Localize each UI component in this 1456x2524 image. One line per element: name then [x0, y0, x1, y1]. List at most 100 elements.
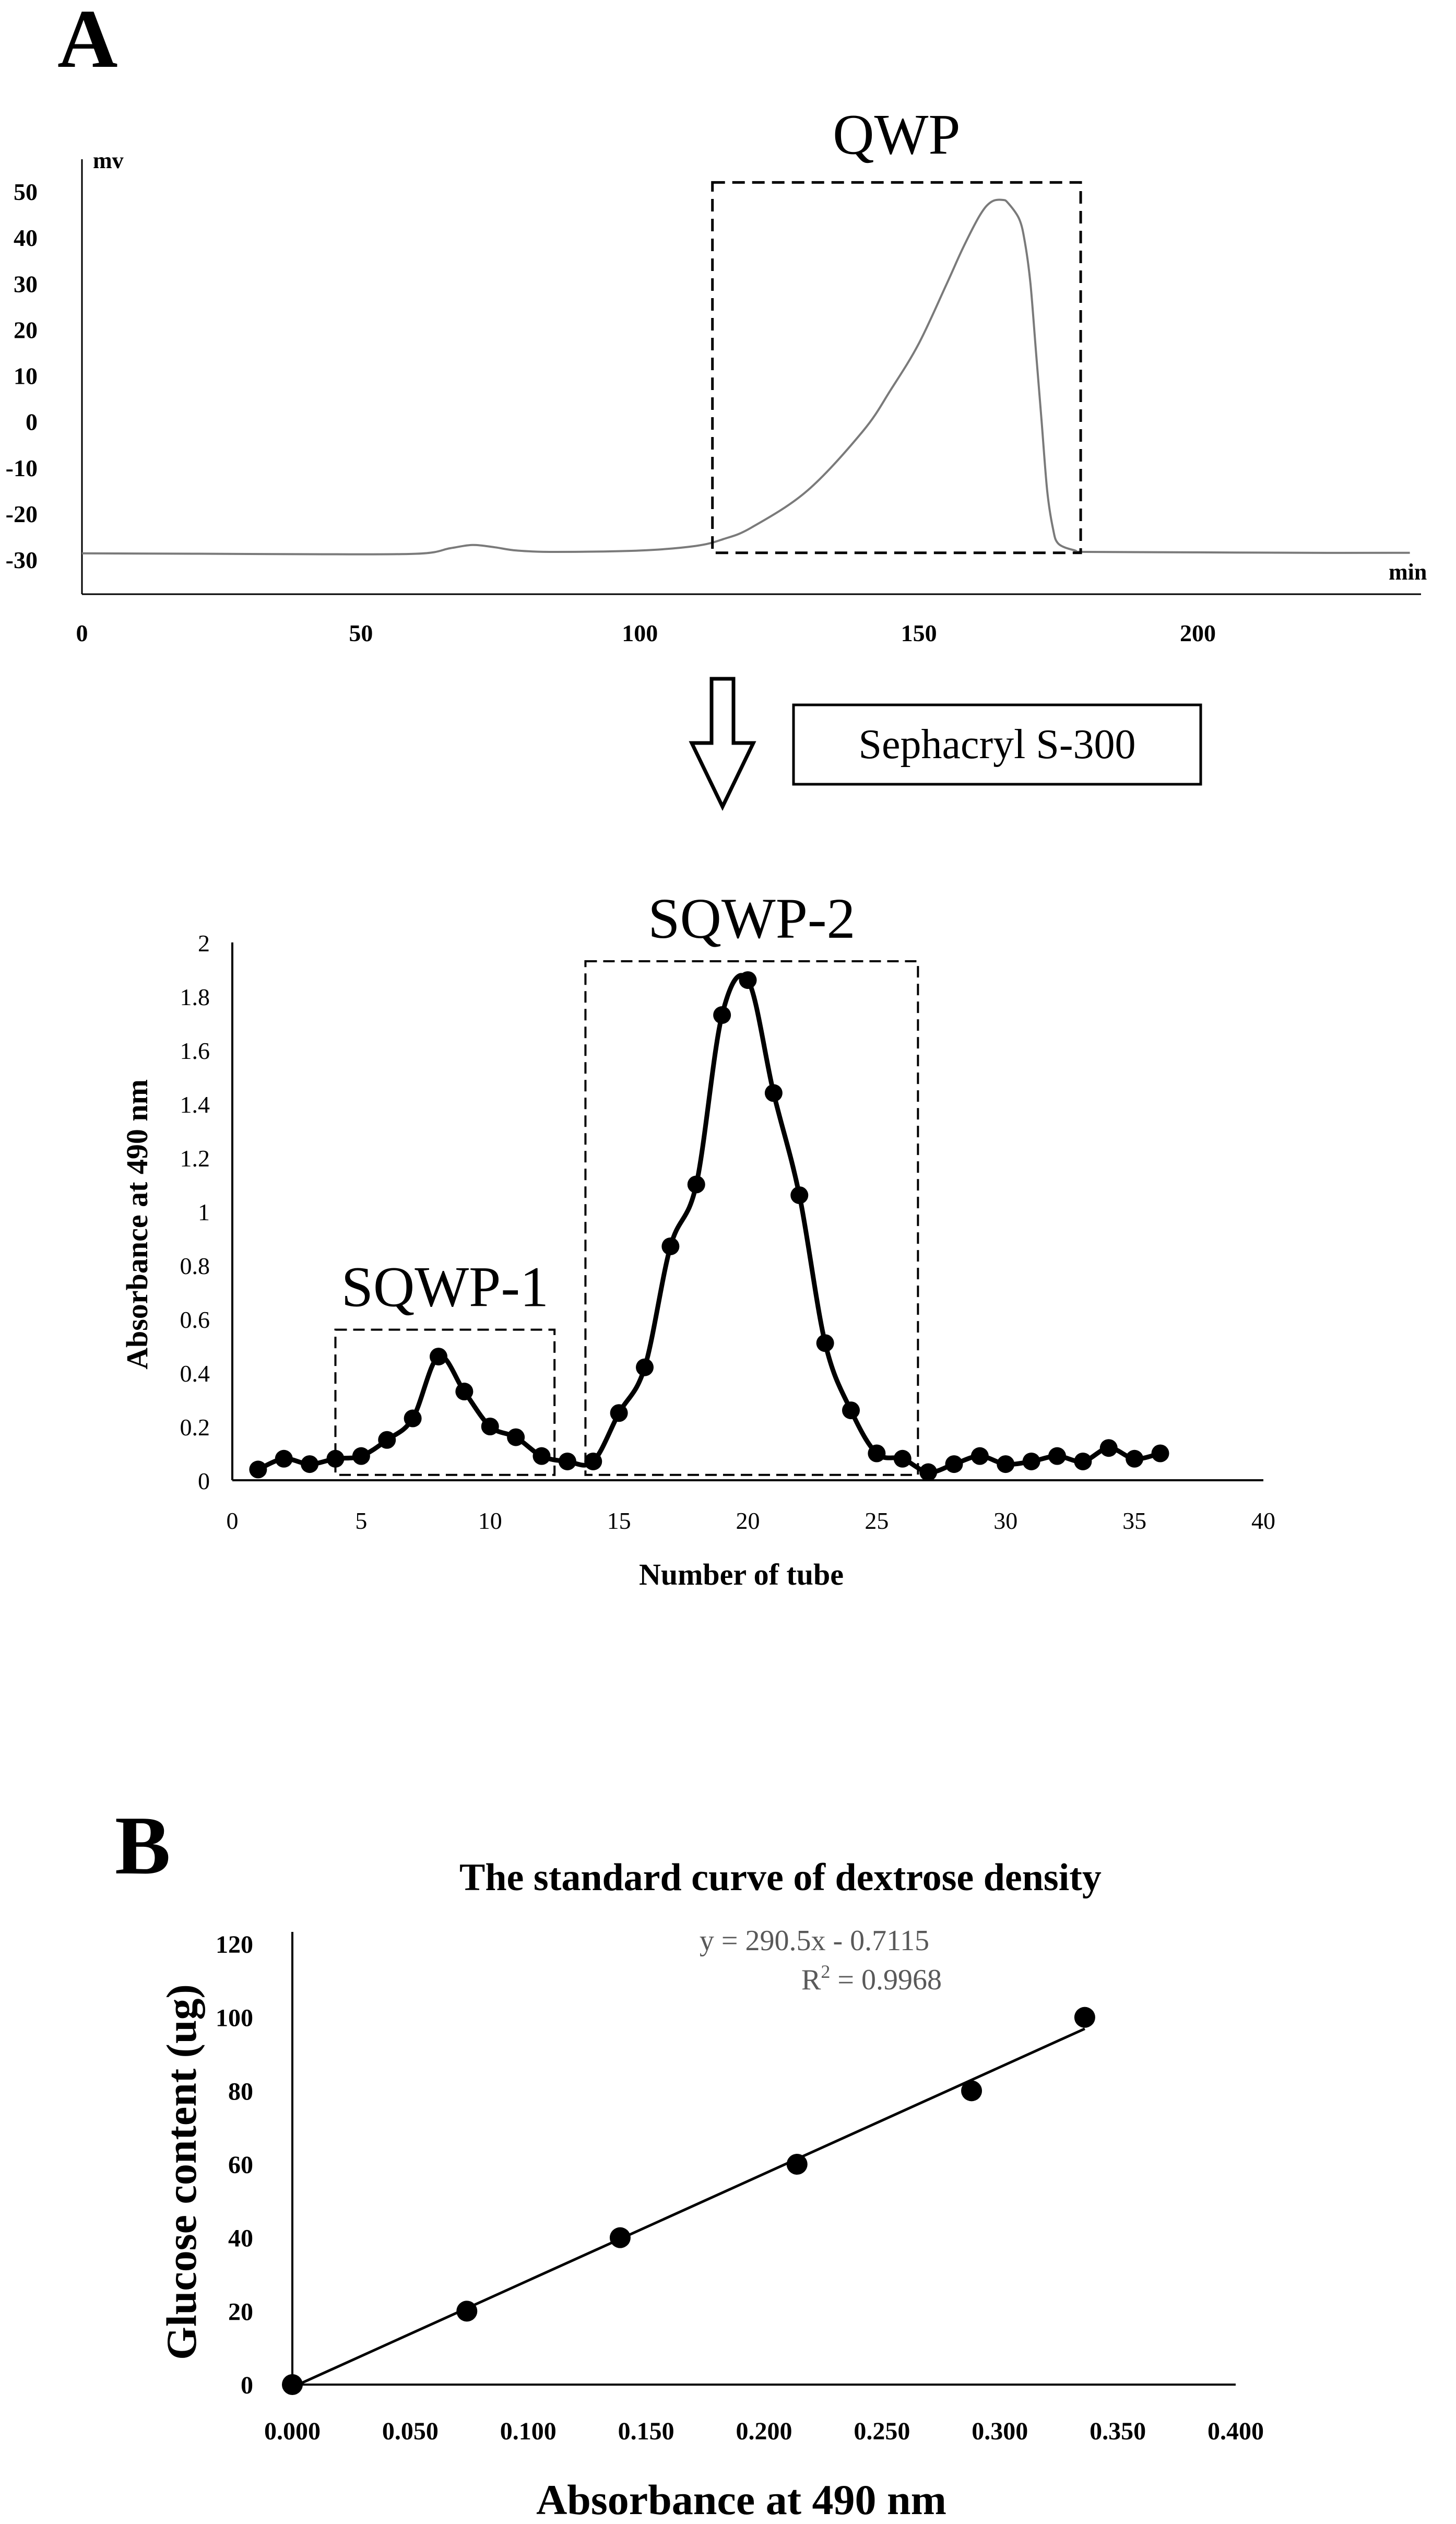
hplc-plot-area — [81, 159, 1421, 595]
hplc-annotations: QWP — [711, 102, 1082, 555]
process-box: Sephacryl S-300 — [792, 703, 1202, 786]
sephacryl-y-tick-label: 0.2 — [180, 1414, 210, 1441]
sephacryl-plot-area — [231, 942, 1263, 1481]
sephacryl-data-point — [1151, 1444, 1169, 1462]
sephacryl-data-point — [430, 1348, 447, 1366]
sephacryl-data-point — [970, 1447, 989, 1465]
sephacryl-data-point — [1074, 1452, 1092, 1470]
panel-letter-b: B — [115, 1799, 171, 1892]
sephacryl-data-point — [352, 1447, 370, 1465]
sephacryl-data-point — [532, 1447, 551, 1465]
sephacryl-y-tick-label: 0.4 — [180, 1360, 210, 1387]
sephacryl-x-tick-label: 0 — [227, 1507, 239, 1534]
trendline-equation: y = 290.5x - 0.7115 — [700, 1925, 929, 1957]
sephacryl-data-point — [997, 1455, 1015, 1473]
sephacryl-data-point — [816, 1334, 834, 1352]
standard-curve-x-tick-label: 0.050 — [382, 2417, 439, 2445]
sephacryl-data-point — [275, 1449, 293, 1468]
standard-curve-y-axis-label: Glucose content (ug) — [158, 1984, 205, 2360]
sephacryl-chart: 00.20.40.60.811.21.41.61.820 5 10 15 20 25 30 3… — [120, 887, 1275, 1591]
sephacryl-series-line — [257, 973, 1161, 1475]
standard-curve-y-tick-label: 80 — [228, 2078, 253, 2105]
standard-curve-y-tick-label: 40 — [228, 2225, 253, 2252]
standard-curve-data-point — [961, 2080, 982, 2102]
sephacryl-data-point — [739, 971, 757, 989]
sephacryl-y-axis-label: Absorbance at 490 nm — [120, 1079, 154, 1370]
standard-curve-data-point — [786, 2154, 808, 2175]
sephacryl-data-point — [481, 1418, 499, 1435]
standard-curve-y-tick-label: 120 — [216, 1931, 253, 1959]
hplc-y-tick-label: -30 — [6, 547, 38, 573]
hplc-x-tick-label: 50 — [349, 620, 373, 646]
hplc-x-unit: min — [1389, 559, 1427, 585]
hplc-trace — [81, 198, 1410, 556]
standard-curve-y-tick-label: 20 — [228, 2298, 253, 2326]
sephacryl-x-tick-label: 35 — [1122, 1507, 1146, 1534]
hplc-y-tick-label: 20 — [14, 316, 38, 343]
sephacryl-data-point — [1099, 1439, 1118, 1457]
hplc-x-tick-label: 0 — [76, 620, 88, 646]
sephacryl-y-tick-label: 1.4 — [180, 1091, 210, 1118]
sephacryl-data-point — [945, 1455, 963, 1473]
sephacryl-y-tick-label: 1 — [198, 1199, 210, 1225]
hplc-x-tick-label: 200 — [1180, 620, 1216, 646]
sephacryl-data-point — [636, 1358, 654, 1376]
sephacryl-data-point — [687, 1175, 705, 1194]
trendline-r2-value: = 0.9968 — [830, 1964, 942, 1996]
sephacryl-x-tick-label: 10 — [478, 1507, 502, 1534]
standard-curve-x-tick-label: 0.250 — [854, 2417, 910, 2445]
sephacryl-data-point — [455, 1383, 474, 1401]
hplc-y-tick-label: -10 — [6, 455, 38, 481]
trendline-r2-sup: 2 — [821, 1961, 830, 1982]
sephacryl-x-tick-label: 20 — [736, 1507, 760, 1534]
sephacryl-y-tick-label: 0.8 — [180, 1253, 210, 1279]
hplc-x-tick-label: 100 — [622, 620, 658, 646]
sephacryl-data-point — [326, 1449, 345, 1468]
sephacryl-data-point — [661, 1237, 680, 1255]
sephacryl-tick-labels: 00.20.40.60.811.21.41.61.820 5 10 15 20 25 30 3… — [180, 930, 1276, 1534]
standard-curve-tick-labels: 0 20 40 60 80 100 120 0.000 0.050 0.100 0.150 0.200… — [216, 1931, 1264, 2445]
hplc-y-unit: mv — [93, 148, 124, 173]
sephacryl-y-tick-label: 0 — [198, 1468, 210, 1494]
standard-curve-x-axis-label: Absorbance at 490 nm — [536, 2476, 946, 2523]
sephacryl-fraction-box — [584, 960, 919, 1476]
standard-curve-x-tick-label: 0.150 — [618, 2417, 674, 2445]
sephacryl-data-point — [764, 1084, 783, 1102]
sephacryl-x-tick-label: 15 — [607, 1507, 631, 1534]
standard-curve-data-point — [609, 2227, 631, 2248]
standard-curve-plot-area — [282, 1932, 1236, 2395]
hplc-y-tick-label: -20 — [6, 501, 38, 527]
sephacryl-fraction-label: SQWP-2 — [648, 887, 855, 950]
standard-curve-x-tick-label: 0.350 — [1090, 2417, 1146, 2445]
standard-curve-y-tick-label: 60 — [228, 2151, 253, 2179]
sephacryl-y-tick-label: 1.6 — [180, 1037, 210, 1064]
sephacryl-annotations: SQWP-1 SQWP-2 — [334, 887, 919, 1476]
hplc-y-tick-label: 40 — [14, 225, 38, 251]
sephacryl-data-point — [301, 1455, 319, 1473]
trendline-r2: R2 = 0.9968 — [801, 1961, 942, 1996]
standard-curve-y-tick-label: 100 — [216, 2004, 253, 2032]
hplc-y-tick-label: 10 — [14, 363, 38, 390]
sephacryl-data-point — [1048, 1447, 1066, 1465]
sephacryl-data-point — [893, 1449, 912, 1468]
sephacryl-data-point — [404, 1409, 422, 1428]
sephacryl-data-point — [610, 1404, 628, 1422]
standard-curve-data-point — [456, 2301, 478, 2322]
sephacryl-y-tick-label: 0.6 — [180, 1306, 210, 1333]
sephacryl-y-tick-label: 2 — [198, 930, 210, 957]
hplc-y-tick-label: 30 — [14, 270, 38, 297]
sephacryl-fraction-label: SQWP-1 — [341, 1255, 549, 1319]
hplc-y-tick-label: 0 — [26, 409, 38, 435]
hplc-peak-label: QWP — [833, 102, 960, 166]
sephacryl-data-point — [842, 1401, 860, 1420]
sephacryl-data-point — [558, 1452, 576, 1470]
sephacryl-data-point — [790, 1186, 809, 1205]
panel-letter-a: A — [57, 0, 118, 85]
hplc-y-tick-label: 50 — [14, 179, 38, 205]
sephacryl-x-tick-label: 5 — [355, 1507, 367, 1534]
sephacryl-data-point — [868, 1444, 886, 1462]
standard-curve-data-point — [1074, 2007, 1095, 2028]
